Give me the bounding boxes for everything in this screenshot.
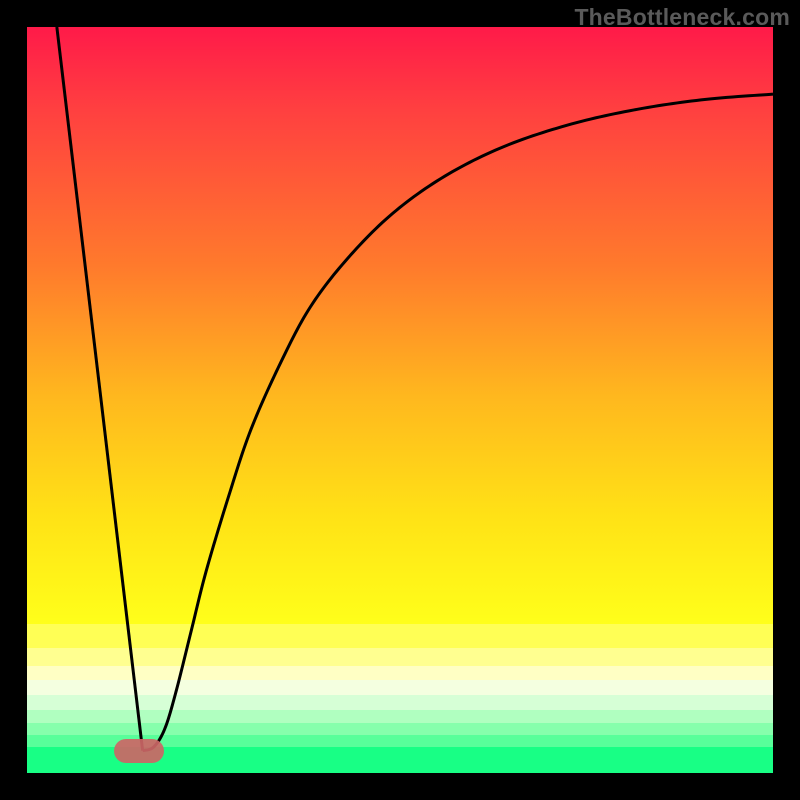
chart-container: TheBottleneck.com xyxy=(0,0,800,800)
bottleneck-curve xyxy=(27,27,773,773)
plot-area xyxy=(27,27,773,773)
optimum-marker xyxy=(114,739,165,763)
